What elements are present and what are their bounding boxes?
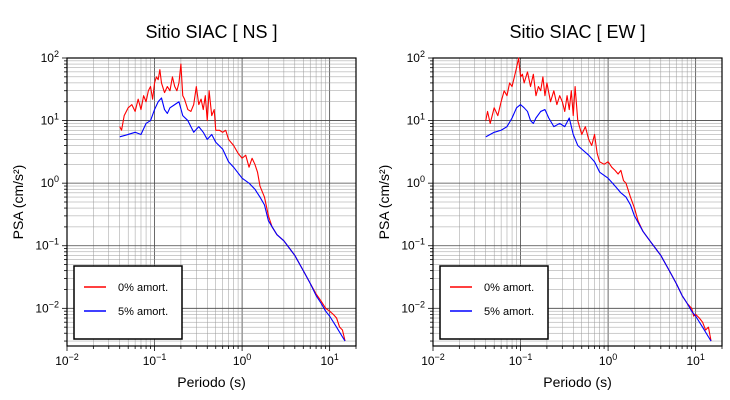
y-tick-label: 100 xyxy=(407,174,425,190)
x-tick-label: 10−1 xyxy=(509,352,533,368)
x-tick-label: 101 xyxy=(320,352,338,368)
x-tick-labels: 10−2 10−1 100 101 xyxy=(55,352,339,368)
y-axis-label: PSA (cm/s²) xyxy=(10,165,26,240)
legend-box xyxy=(73,265,183,340)
x-axis-label: Periodo (s) xyxy=(543,374,611,390)
series-line-blue xyxy=(119,97,346,342)
y-tick-label: 101 xyxy=(407,112,425,128)
y-tick-label: 10−1 xyxy=(401,237,425,253)
axis-ticks xyxy=(428,57,723,351)
y-tick-label: 102 xyxy=(41,49,59,65)
y-tick-label: 100 xyxy=(41,174,59,190)
legend-box xyxy=(439,265,549,340)
chart-title: Sitio SIAC [ EW ] xyxy=(509,22,645,42)
x-tick-label: 101 xyxy=(686,352,704,368)
x-tick-label: 10−2 xyxy=(421,352,445,368)
y-tick-label: 102 xyxy=(407,49,425,65)
chart-title: Sitio SIAC [ NS ] xyxy=(145,22,277,42)
y-tick-label: 10−2 xyxy=(35,299,59,315)
axis-ticks xyxy=(62,57,357,351)
legend-label: 0% amort. xyxy=(484,282,534,294)
y-tick-labels: 10−2 10−1 100 101 102 xyxy=(401,49,425,315)
y-tick-labels: 10−2 10−1 100 101 102 xyxy=(35,49,59,315)
chart-panel-2: 10−2 10−1 100 101 10−2 10−1 100 101 102 Sitio SIA… xyxy=(376,22,723,390)
x-tick-labels: 10−2 10−1 100 101 xyxy=(421,352,705,368)
x-axis-label: Periodo (s) xyxy=(177,374,245,390)
legend-label: 5% amort. xyxy=(118,306,168,318)
legend-label: 0% amort. xyxy=(118,282,168,294)
y-tick-label: 10−2 xyxy=(401,299,425,315)
series-line-blue xyxy=(485,104,712,342)
x-tick-label: 100 xyxy=(599,352,617,368)
legend: 0% amort. 5% amort. xyxy=(73,265,183,340)
x-tick-label: 100 xyxy=(233,352,251,368)
y-axis-label: PSA (cm/s²) xyxy=(376,165,392,240)
chart-panel-1: 10−2 10−1 100 101 10−2 10−1 100 101 102 Sitio SIA… xyxy=(10,22,357,390)
y-tick-label: 10−1 xyxy=(35,237,59,253)
x-tick-label: 10−2 xyxy=(55,352,79,368)
legend: 0% amort. 5% amort. xyxy=(439,265,549,340)
y-tick-label: 101 xyxy=(41,112,59,128)
legend-label: 5% amort. xyxy=(484,306,534,318)
x-tick-label: 10−1 xyxy=(143,352,167,368)
